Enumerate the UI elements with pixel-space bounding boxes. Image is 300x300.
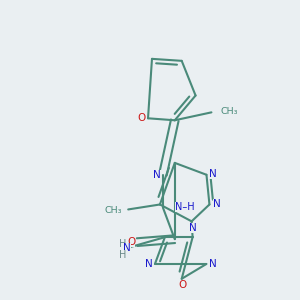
Text: H: H (119, 238, 126, 248)
Text: CH₃: CH₃ (104, 206, 122, 215)
Text: CH₃: CH₃ (220, 107, 238, 116)
Text: N: N (123, 243, 131, 253)
Text: O: O (127, 237, 135, 247)
Text: N: N (213, 200, 221, 209)
Text: N: N (153, 170, 161, 180)
Text: N: N (209, 169, 217, 179)
Text: N: N (209, 259, 217, 269)
Text: H: H (119, 250, 126, 260)
Text: O: O (178, 280, 186, 290)
Text: N–H: N–H (175, 202, 194, 212)
Text: O: O (137, 113, 146, 123)
Text: N: N (189, 223, 197, 233)
Text: N: N (145, 259, 152, 269)
